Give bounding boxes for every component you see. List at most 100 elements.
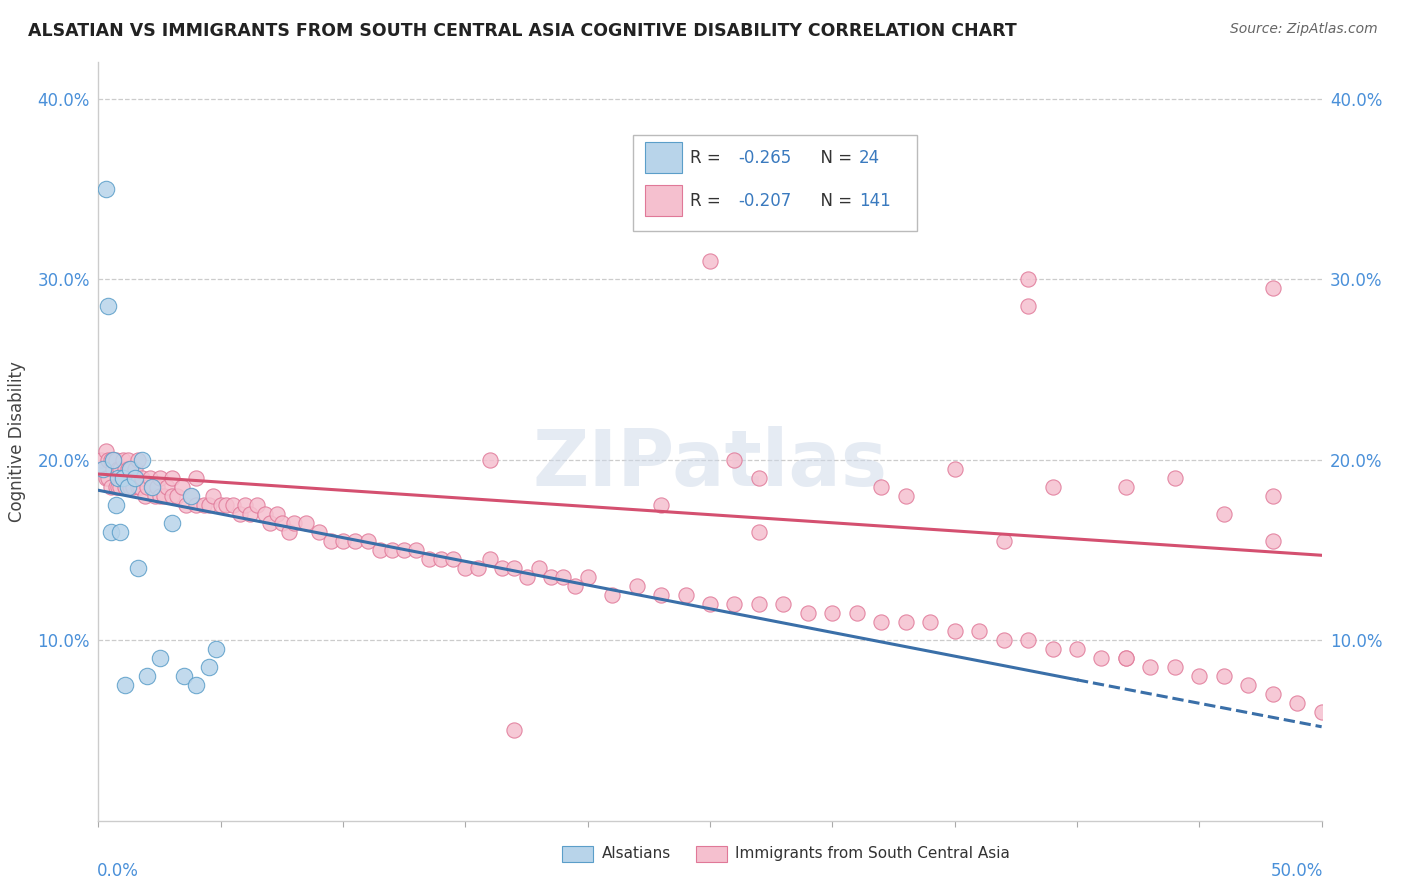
Point [748, 524, 770, 539]
Point [176, 498, 198, 512]
Point [91, 461, 114, 475]
Point [101, 452, 124, 467]
Text: 50.0%: 50.0% [1271, 863, 1323, 880]
Point [1237, 678, 1260, 692]
Point [91, 461, 114, 475]
Point [94, 443, 117, 458]
Point [772, 597, 794, 611]
Text: R =: R = [690, 149, 725, 167]
Point [943, 461, 966, 475]
Point [454, 561, 477, 575]
Point [197, 660, 219, 674]
Point [259, 516, 281, 530]
Point [1212, 507, 1234, 521]
Point [650, 588, 672, 602]
Point [870, 480, 893, 494]
Point [515, 570, 537, 584]
Point [1115, 480, 1137, 494]
Point [197, 498, 219, 512]
Point [723, 452, 745, 467]
Text: -0.265: -0.265 [738, 149, 792, 167]
Point [131, 470, 153, 484]
Point [97, 470, 120, 484]
Point [270, 516, 294, 530]
Point [332, 533, 354, 548]
Text: 24: 24 [859, 149, 880, 167]
Point [186, 470, 208, 484]
Point [94, 470, 117, 484]
Point [1212, 669, 1234, 683]
Point [675, 588, 697, 602]
Point [503, 723, 526, 738]
Point [1017, 299, 1039, 313]
Point [943, 624, 966, 639]
Point [124, 461, 146, 475]
Point [134, 489, 156, 503]
Point [124, 470, 146, 484]
Point [129, 480, 152, 494]
Point [1164, 470, 1187, 484]
Point [100, 524, 122, 539]
Point [107, 480, 129, 494]
Point [180, 489, 202, 503]
Point [381, 542, 404, 557]
Point [127, 452, 149, 467]
Point [1042, 642, 1064, 657]
Point [283, 516, 305, 530]
Point [127, 561, 149, 575]
Text: 141: 141 [859, 192, 890, 210]
Point [553, 570, 575, 584]
Text: R =: R = [690, 192, 725, 210]
Point [1188, 669, 1211, 683]
Point [319, 533, 342, 548]
Point [120, 461, 142, 475]
Point [967, 624, 990, 639]
Point [104, 480, 127, 494]
Point [478, 452, 501, 467]
Point [233, 498, 256, 512]
Point [699, 254, 721, 268]
Point [149, 470, 172, 484]
Point [120, 480, 142, 494]
Text: Immigrants from South Central Asia: Immigrants from South Central Asia [735, 847, 1011, 861]
Text: N =: N = [810, 149, 856, 167]
Point [104, 498, 127, 512]
Point [114, 678, 136, 692]
Point [894, 615, 917, 629]
Point [149, 651, 172, 665]
Point [239, 507, 262, 521]
Point [821, 606, 844, 620]
Point [540, 570, 562, 584]
Point [141, 480, 163, 494]
Point [94, 182, 117, 196]
Text: -0.207: -0.207 [738, 192, 792, 210]
Point [114, 480, 136, 494]
Point [100, 452, 122, 467]
Point [101, 452, 124, 467]
Point [173, 669, 195, 683]
Point [308, 524, 330, 539]
Point [405, 542, 427, 557]
Point [186, 498, 208, 512]
Point [1164, 660, 1187, 674]
Point [110, 524, 132, 539]
Text: N =: N = [810, 192, 856, 210]
Point [1261, 533, 1284, 548]
Point [111, 452, 134, 467]
Point [699, 597, 721, 611]
Point [845, 606, 868, 620]
Point [107, 461, 129, 475]
Point [170, 480, 193, 494]
Point [160, 516, 183, 530]
Point [1310, 706, 1333, 720]
Point [266, 507, 288, 521]
Point [156, 480, 179, 494]
Point [110, 480, 132, 494]
Point [136, 480, 159, 494]
Point [295, 516, 318, 530]
Point [253, 507, 276, 521]
Point [748, 470, 770, 484]
Point [418, 552, 440, 566]
Point [478, 552, 501, 566]
Point [650, 498, 672, 512]
